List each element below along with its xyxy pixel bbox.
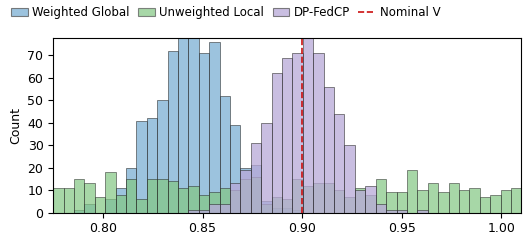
Bar bbox=[147, 118, 157, 212]
Bar bbox=[95, 197, 105, 212]
Bar bbox=[209, 204, 220, 212]
Bar bbox=[313, 53, 323, 212]
Bar bbox=[188, 35, 199, 212]
Bar bbox=[345, 197, 355, 212]
Bar bbox=[147, 179, 157, 212]
Bar bbox=[168, 181, 178, 212]
Bar bbox=[272, 197, 282, 212]
Bar bbox=[157, 179, 168, 212]
Bar bbox=[293, 210, 303, 212]
Bar bbox=[178, 22, 188, 212]
Bar bbox=[303, 0, 313, 212]
Y-axis label: Count: Count bbox=[9, 106, 22, 144]
Bar bbox=[220, 188, 230, 212]
Bar bbox=[199, 194, 209, 212]
Bar bbox=[230, 190, 240, 212]
Bar bbox=[469, 188, 480, 212]
Bar bbox=[272, 74, 282, 212]
Bar bbox=[448, 183, 459, 212]
Bar bbox=[53, 188, 64, 212]
Bar bbox=[396, 210, 407, 212]
Bar bbox=[272, 208, 282, 212]
Bar bbox=[251, 176, 261, 212]
Bar bbox=[386, 210, 396, 212]
Bar bbox=[230, 125, 240, 212]
Bar bbox=[74, 210, 85, 212]
Bar bbox=[240, 179, 251, 212]
Bar bbox=[115, 188, 126, 212]
Bar bbox=[334, 190, 345, 212]
Bar bbox=[501, 190, 511, 212]
Bar bbox=[293, 53, 303, 212]
Legend: Weighted Global, Unweighted Local, DP-FedCP, Nominal V: Weighted Global, Unweighted Local, DP-Fe… bbox=[11, 6, 440, 19]
Bar bbox=[459, 190, 469, 212]
Bar bbox=[365, 186, 376, 212]
Bar bbox=[126, 179, 136, 212]
Bar bbox=[334, 114, 345, 212]
Bar bbox=[396, 192, 407, 212]
Bar bbox=[480, 197, 490, 212]
Bar bbox=[136, 120, 147, 212]
Bar bbox=[240, 168, 251, 212]
Bar bbox=[365, 194, 376, 212]
Bar bbox=[282, 208, 293, 212]
Bar bbox=[240, 170, 251, 212]
Bar bbox=[105, 199, 115, 212]
Bar bbox=[355, 190, 365, 212]
Bar bbox=[64, 188, 74, 212]
Bar bbox=[251, 143, 261, 212]
Bar bbox=[407, 170, 417, 212]
Bar bbox=[157, 100, 168, 212]
Bar bbox=[126, 168, 136, 212]
Bar bbox=[355, 188, 365, 212]
Bar bbox=[209, 42, 220, 212]
Bar bbox=[303, 186, 313, 212]
Bar bbox=[417, 210, 428, 212]
Bar bbox=[220, 96, 230, 212]
Bar bbox=[345, 145, 355, 212]
Bar bbox=[323, 183, 334, 212]
Bar bbox=[74, 179, 85, 212]
Bar bbox=[490, 194, 501, 212]
Bar bbox=[85, 183, 95, 212]
Bar bbox=[386, 192, 396, 212]
Bar bbox=[438, 192, 448, 212]
Bar bbox=[261, 204, 272, 212]
Bar bbox=[376, 204, 386, 212]
Bar bbox=[209, 192, 220, 212]
Bar bbox=[376, 179, 386, 212]
Bar bbox=[188, 186, 199, 212]
Bar bbox=[199, 210, 209, 212]
Bar bbox=[115, 194, 126, 212]
Bar bbox=[105, 172, 115, 212]
Bar bbox=[199, 53, 209, 212]
Bar bbox=[282, 199, 293, 212]
Bar bbox=[417, 190, 428, 212]
Bar bbox=[178, 188, 188, 212]
Bar bbox=[230, 183, 240, 212]
Bar bbox=[323, 87, 334, 212]
Bar bbox=[282, 58, 293, 212]
Bar bbox=[85, 204, 95, 212]
Bar bbox=[428, 183, 438, 212]
Bar bbox=[261, 123, 272, 212]
Bar bbox=[511, 188, 521, 212]
Bar bbox=[188, 210, 199, 212]
Bar bbox=[313, 183, 323, 212]
Bar bbox=[220, 204, 230, 212]
Bar bbox=[136, 199, 147, 212]
Bar bbox=[251, 166, 261, 212]
Bar bbox=[261, 201, 272, 212]
Bar bbox=[293, 179, 303, 212]
Bar bbox=[168, 51, 178, 212]
